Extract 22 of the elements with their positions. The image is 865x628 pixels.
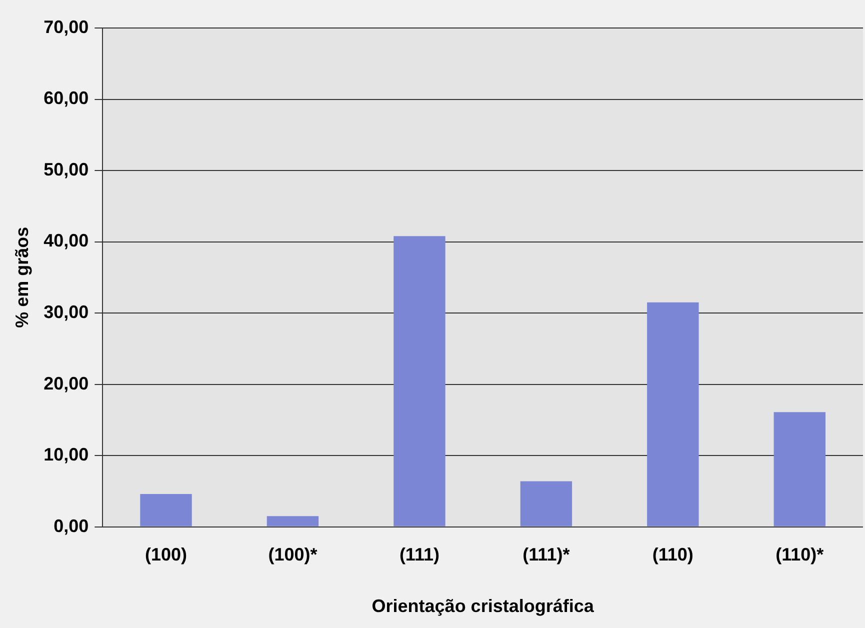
y-tick-label: 60,00 <box>44 88 89 108</box>
y-tick-label: 0,00 <box>54 516 89 536</box>
bar <box>140 494 192 526</box>
y-tick-label: 20,00 <box>44 373 89 394</box>
bar <box>774 412 826 526</box>
bar <box>266 516 319 526</box>
bar <box>394 236 446 526</box>
y-tick-label: 10,00 <box>44 444 89 465</box>
y-tick-label: 40,00 <box>44 230 89 251</box>
bar <box>647 302 699 526</box>
x-tick-label: (100)* <box>268 544 318 565</box>
x-tick-label: (100) <box>144 544 188 565</box>
y-axis-title: % em grãos <box>12 226 32 328</box>
y-tick-label: 50,00 <box>44 159 89 180</box>
x-axis-title: Orientação cristalográfica <box>372 596 595 616</box>
bar <box>520 481 572 526</box>
y-tick-label: 30,00 <box>44 302 89 322</box>
y-tick-label: 70,00 <box>44 16 89 37</box>
x-tick-label: (111) <box>399 544 440 565</box>
x-tick-label: (110) <box>652 544 694 565</box>
x-tick-label: (110)* <box>776 544 824 565</box>
x-tick-label: (111)* <box>522 544 570 565</box>
